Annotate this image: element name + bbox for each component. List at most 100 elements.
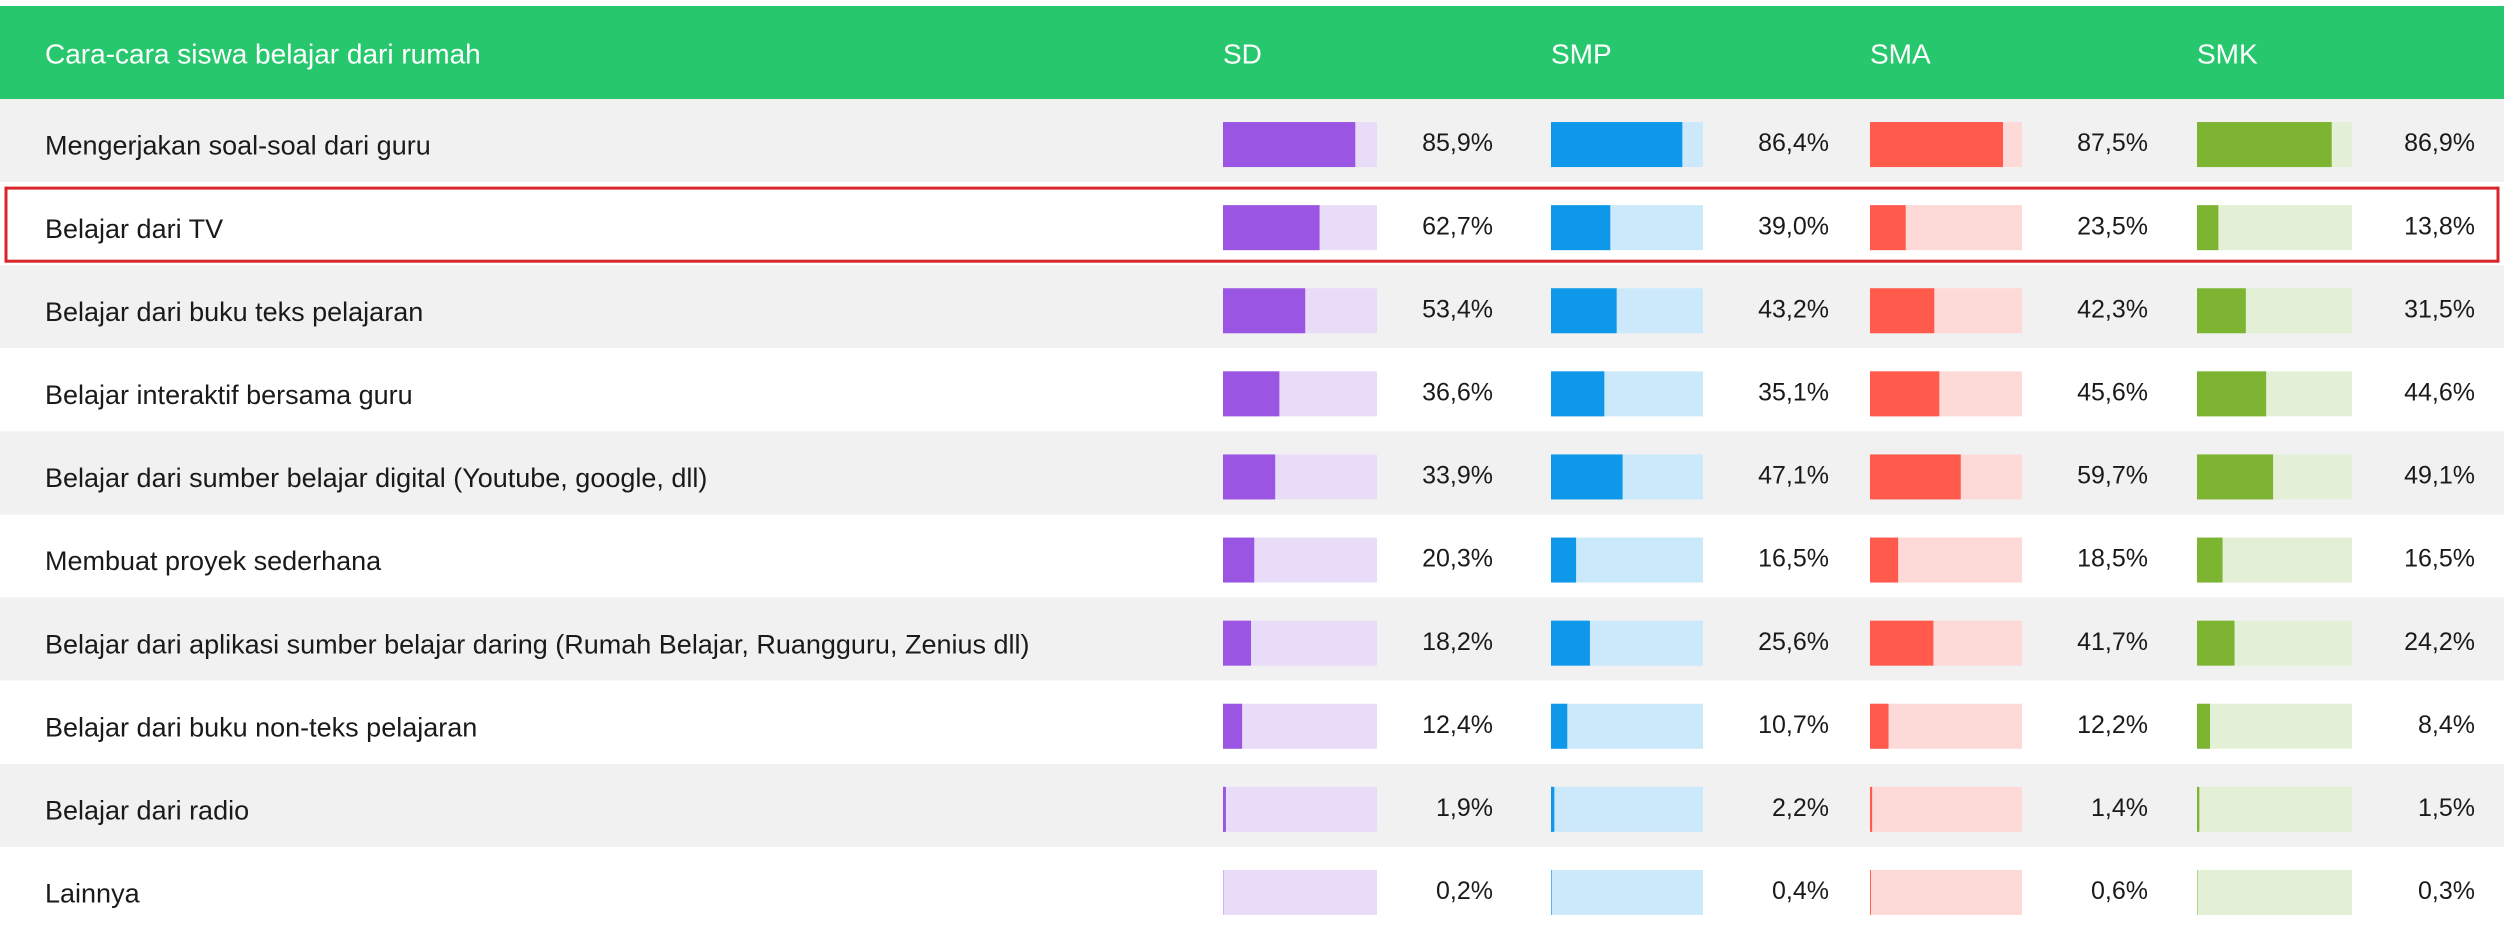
row-label: Membuat proyek sederhana	[45, 546, 382, 576]
bar	[2197, 454, 2274, 500]
column-header: SMA	[1870, 38, 1931, 69]
header-background	[0, 6, 2504, 99]
bar	[1551, 620, 1590, 666]
value-label: 25,6%	[1758, 628, 1829, 656]
bar	[1551, 537, 1577, 583]
value-label: 44,6%	[2404, 378, 2475, 406]
bar	[2197, 371, 2267, 417]
bar	[2197, 703, 2211, 749]
value-label: 0,6%	[2091, 877, 2148, 905]
bar	[2197, 288, 2246, 334]
bar	[2197, 205, 2219, 251]
bar	[1223, 122, 1356, 168]
bar	[2197, 537, 2223, 583]
bar	[1223, 786, 1226, 832]
bar	[1223, 537, 1255, 583]
value-label: 1,4%	[2091, 794, 2148, 822]
bar-track	[1870, 703, 2022, 749]
bar	[1223, 205, 1320, 251]
value-label: 31,5%	[2404, 295, 2475, 323]
bar	[1223, 288, 1306, 334]
bar	[2197, 620, 2235, 666]
bar	[1223, 703, 1243, 749]
header-title: Cara-cara siswa belajar dari rumah	[45, 38, 481, 69]
value-label: 12,2%	[2077, 711, 2148, 739]
bar	[1551, 371, 1605, 417]
bar-track	[1223, 869, 1377, 915]
value-label: 23,5%	[2077, 212, 2148, 240]
bar-track	[2197, 205, 2352, 251]
bar	[1551, 786, 1555, 832]
bar	[2197, 786, 2200, 832]
bar-track	[1223, 703, 1377, 749]
bar	[2197, 122, 2332, 168]
value-label: 2,2%	[1772, 794, 1829, 822]
value-label: 42,3%	[2077, 295, 2148, 323]
value-label: 53,4%	[1422, 295, 1493, 323]
value-label: 59,7%	[2077, 462, 2148, 490]
row-label: Belajar dari aplikasi sumber belajar dar…	[45, 629, 1030, 659]
bar	[1551, 122, 1683, 168]
bar	[1870, 205, 1906, 251]
value-label: 0,3%	[2418, 877, 2475, 905]
bar	[1223, 454, 1276, 500]
value-label: 43,2%	[1758, 295, 1829, 323]
value-label: 47,1%	[1758, 462, 1829, 490]
row-label: Belajar dari sumber belajar digital (You…	[45, 463, 707, 493]
value-label: 20,3%	[1422, 545, 1493, 573]
bar	[1870, 703, 1889, 749]
bar-track	[2197, 786, 2352, 832]
bar-track	[1551, 786, 1703, 832]
row-label: Belajar dari radio	[45, 795, 249, 825]
value-label: 0,4%	[1772, 877, 1829, 905]
bar	[1870, 288, 1935, 334]
bar	[1551, 869, 1552, 915]
bar	[1870, 620, 1934, 666]
bar	[1870, 786, 1873, 832]
bar-track	[2197, 869, 2352, 915]
bar-track	[1223, 786, 1377, 832]
value-label: 62,7%	[1422, 212, 1493, 240]
value-label: 1,5%	[2418, 794, 2475, 822]
bar	[1551, 703, 1568, 749]
value-label: 86,9%	[2404, 129, 2475, 157]
bar	[1870, 371, 1940, 417]
value-label: 41,7%	[2077, 628, 2148, 656]
row-label: Belajar interaktif bersama guru	[45, 380, 413, 410]
value-label: 49,1%	[2404, 462, 2475, 490]
bar	[1870, 869, 1871, 915]
bar	[1551, 288, 1617, 334]
row-label: Belajar dari TV	[45, 214, 223, 244]
bar-track	[1551, 537, 1703, 583]
column-header: SMK	[2197, 38, 2258, 69]
row-label: Lainnya	[45, 879, 141, 909]
row-label: Mengerjakan soal-soal dari guru	[45, 131, 431, 161]
value-label: 85,9%	[1422, 129, 1493, 157]
column-header: SD	[1223, 38, 1262, 69]
bar-track	[1870, 869, 2022, 915]
value-label: 35,1%	[1758, 378, 1829, 406]
value-label: 16,5%	[2404, 545, 2475, 573]
value-label: 24,2%	[2404, 628, 2475, 656]
value-label: 16,5%	[1758, 545, 1829, 573]
highlight-border	[4, 186, 2500, 263]
bar	[1870, 454, 1961, 500]
value-label: 33,9%	[1422, 462, 1493, 490]
bar-track	[1870, 786, 2022, 832]
value-label: 39,0%	[1758, 212, 1829, 240]
bar	[1870, 537, 1899, 583]
value-label: 45,6%	[2077, 378, 2148, 406]
value-label: 18,2%	[1422, 628, 1493, 656]
bar	[1551, 454, 1623, 500]
row-label: Belajar dari buku non-teks pelajaran	[45, 712, 477, 742]
value-label: 12,4%	[1422, 711, 1493, 739]
bar	[1551, 205, 1611, 251]
value-label: 36,6%	[1422, 378, 1493, 406]
bar	[1870, 122, 2003, 168]
value-label: 86,4%	[1758, 129, 1829, 157]
bar-track	[1551, 869, 1703, 915]
bar-track	[2197, 703, 2352, 749]
row-label: Belajar dari buku teks pelajaran	[45, 297, 423, 327]
value-label: 10,7%	[1758, 711, 1829, 739]
